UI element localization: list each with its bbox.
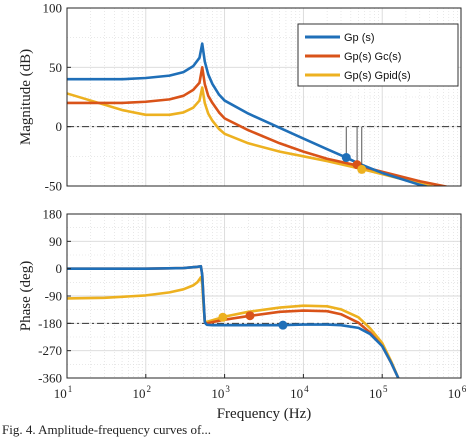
figure-caption-fragment: Fig. 4. Amplitude-frequency curves of... (2, 422, 211, 437)
phase-xtick-label: 106 (448, 384, 467, 401)
phase-ytick-label: -180 (38, 316, 62, 331)
phase-plot: -360 -270 -180 -90 0 90 180 101 102 103 104 105 106… (18, 207, 467, 423)
mag-marker-gppid (357, 164, 367, 174)
magnitude-series-group (67, 42, 450, 186)
mag-series-gppid (67, 86, 436, 186)
phase-series-gppid (67, 275, 400, 378)
magnitude-axes-box (66, 7, 462, 187)
phase-ytick-label: 90 (49, 234, 62, 249)
phase-xtick-label: 102 (133, 384, 152, 401)
phase-ylabel: Phase (deg) (18, 261, 34, 331)
phase-xtick-label: 105 (369, 384, 388, 401)
phase-ytick-label: -270 (38, 343, 62, 358)
phase-marker-gpgc (245, 311, 255, 321)
mag-ytick-label: 0 (56, 119, 63, 134)
legend-label-gp: Gp (s) (344, 32, 375, 44)
phase-xtick-label: 101 (54, 384, 73, 401)
phase-ytick-label: -360 (38, 371, 62, 386)
magnitude-y-ticks: -50 0 50 100 (43, 1, 71, 194)
mag-ytick-label: -50 (45, 179, 62, 194)
mag-marker-gp (341, 153, 351, 163)
mag-ytick-label: 100 (43, 1, 63, 16)
phase-ytick-label: 180 (43, 207, 63, 222)
phase-xlabel: Frequency (Hz) (217, 406, 312, 422)
phase-y-ticks: -360 -270 -180 -90 0 90 180 (38, 207, 71, 386)
legend-label-gppid: Gp(s) Gpid(s) (344, 70, 411, 82)
phase-series-gp (67, 264, 400, 378)
phase-marker-gp (278, 320, 288, 330)
mag-series-gpgc (67, 66, 450, 186)
phase-marker-gppid (218, 312, 228, 322)
phase-xtick-label: 103 (211, 384, 230, 401)
mag-series-gp (67, 42, 430, 186)
phase-series-group (67, 264, 400, 378)
phase-xtick-label: 104 (290, 384, 309, 401)
legend-label-gpgc: Gp(s) Gc(s) (344, 51, 401, 63)
phase-ytick-label: 0 (56, 261, 63, 276)
magnitude-markers (341, 126, 367, 174)
magnitude-ylabel: Magnitude (dB) (18, 49, 34, 145)
legend: Gp (s) Gp(s) Gc(s) Gp(s) Gpid(s) (297, 23, 459, 87)
phase-markers (218, 311, 288, 330)
mag-ytick-label: 50 (49, 60, 62, 75)
phase-ytick-label: -90 (45, 289, 62, 304)
